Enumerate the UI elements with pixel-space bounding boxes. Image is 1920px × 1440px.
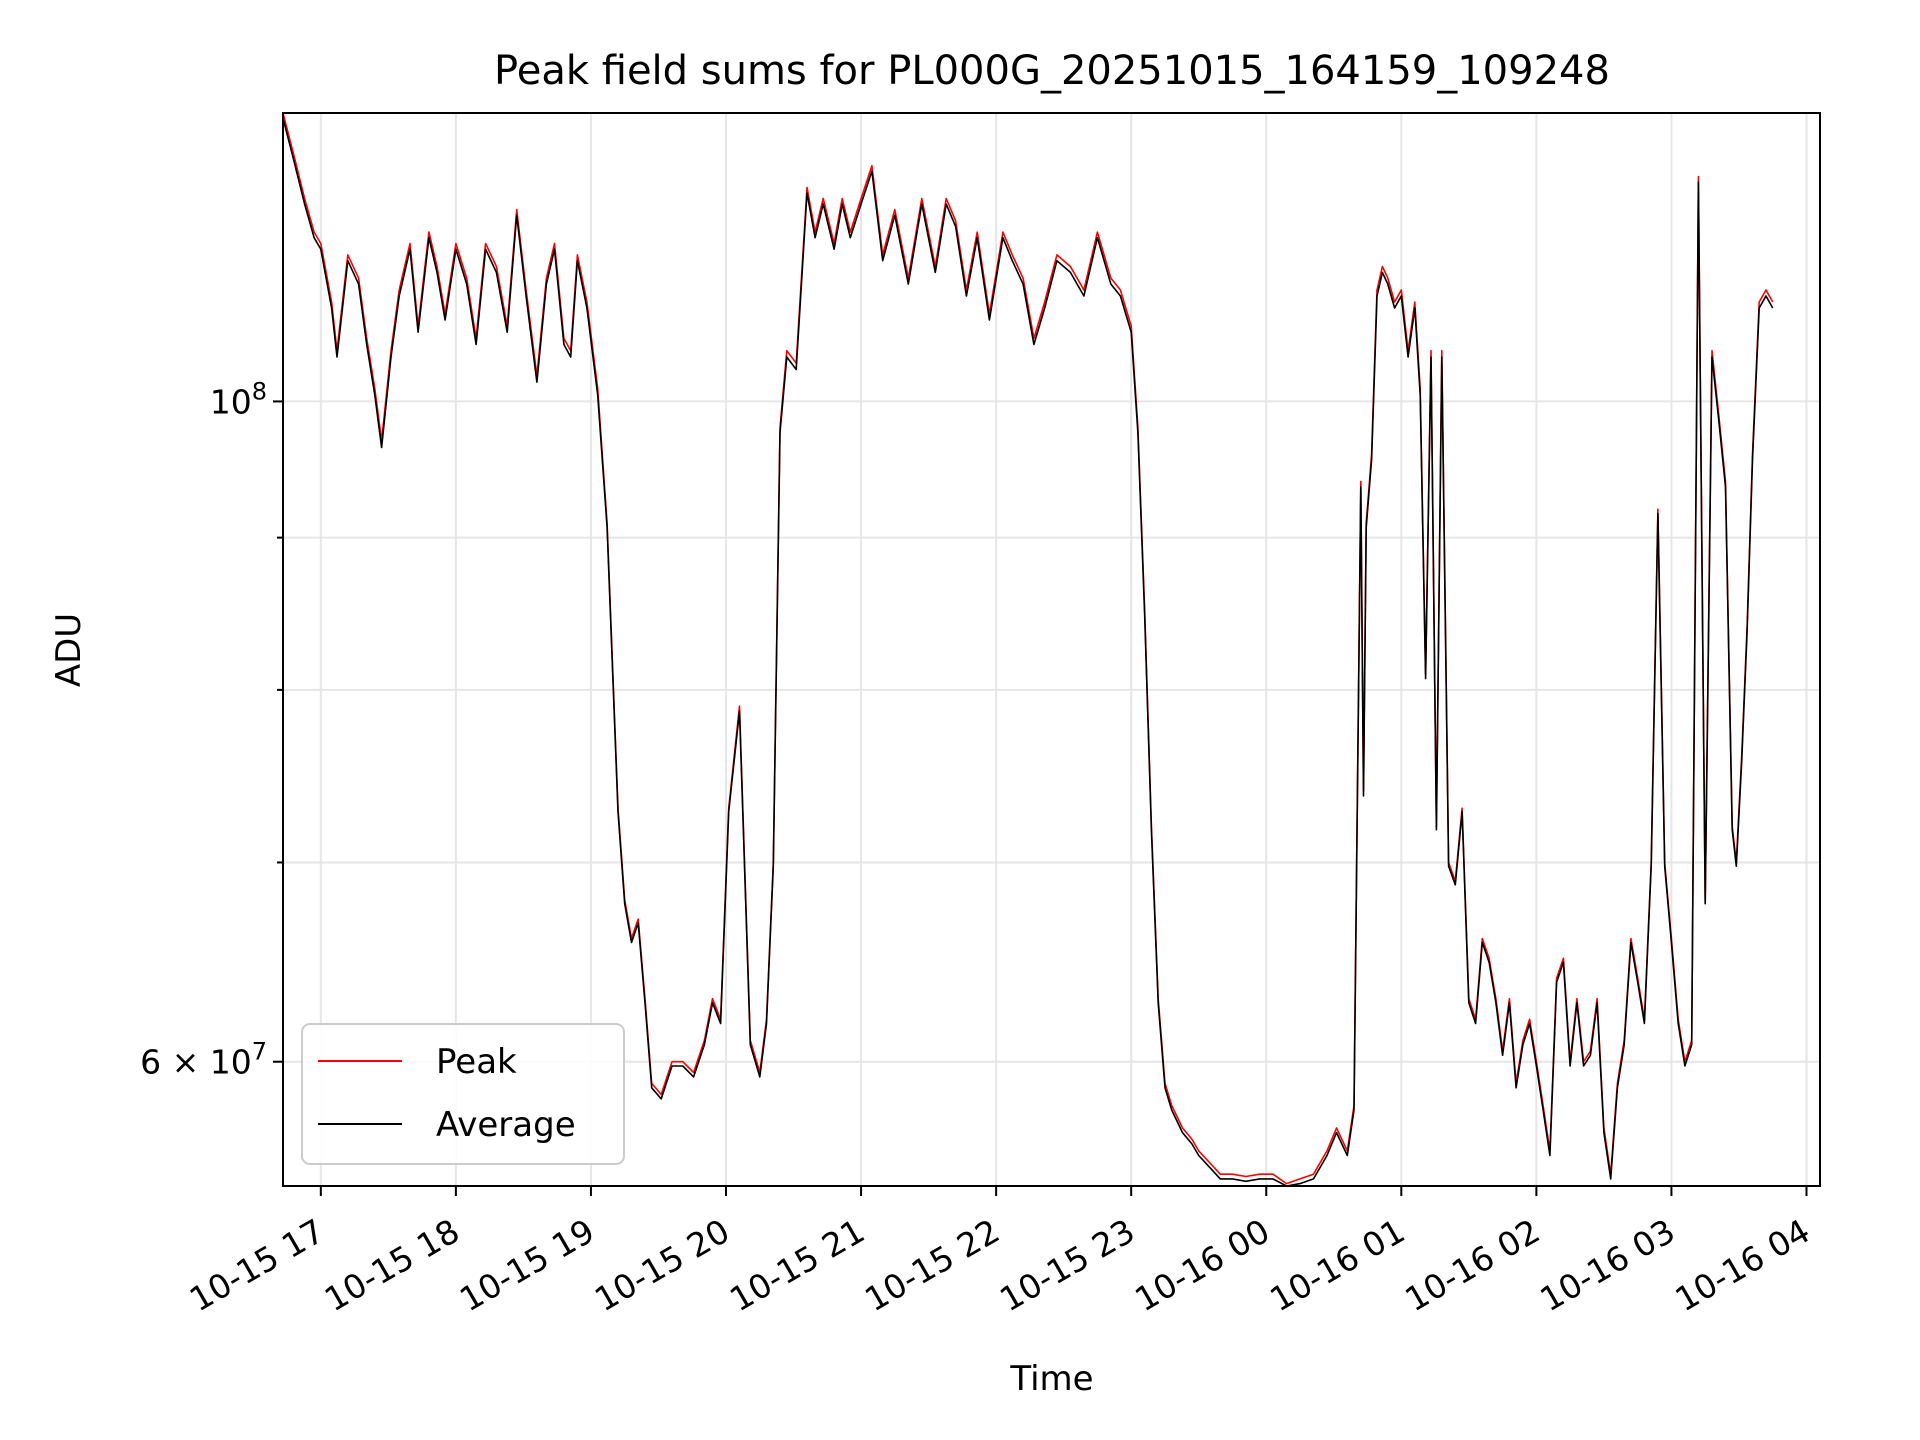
y-tick-label: 6 × 107: [140, 1038, 267, 1082]
plot-frame: [282, 112, 1821, 1187]
x-axis-label: Time: [1009, 1359, 1093, 1399]
chart-title: Peak field sums for PL000G_20251015_1641…: [494, 48, 1610, 94]
y-axis: 108 6 × 107: [140, 377, 283, 1082]
legend: Peak Average: [301, 1023, 625, 1165]
legend-box: [301, 1023, 625, 1165]
series-line-average: [283, 118, 1774, 1186]
y-axis-label: ADU: [49, 613, 89, 687]
y-tick-label: 108: [210, 377, 267, 421]
series-layer: [283, 113, 1774, 1186]
legend-label-average: Average: [436, 1105, 576, 1145]
legend-label-peak: Peak: [436, 1042, 517, 1082]
